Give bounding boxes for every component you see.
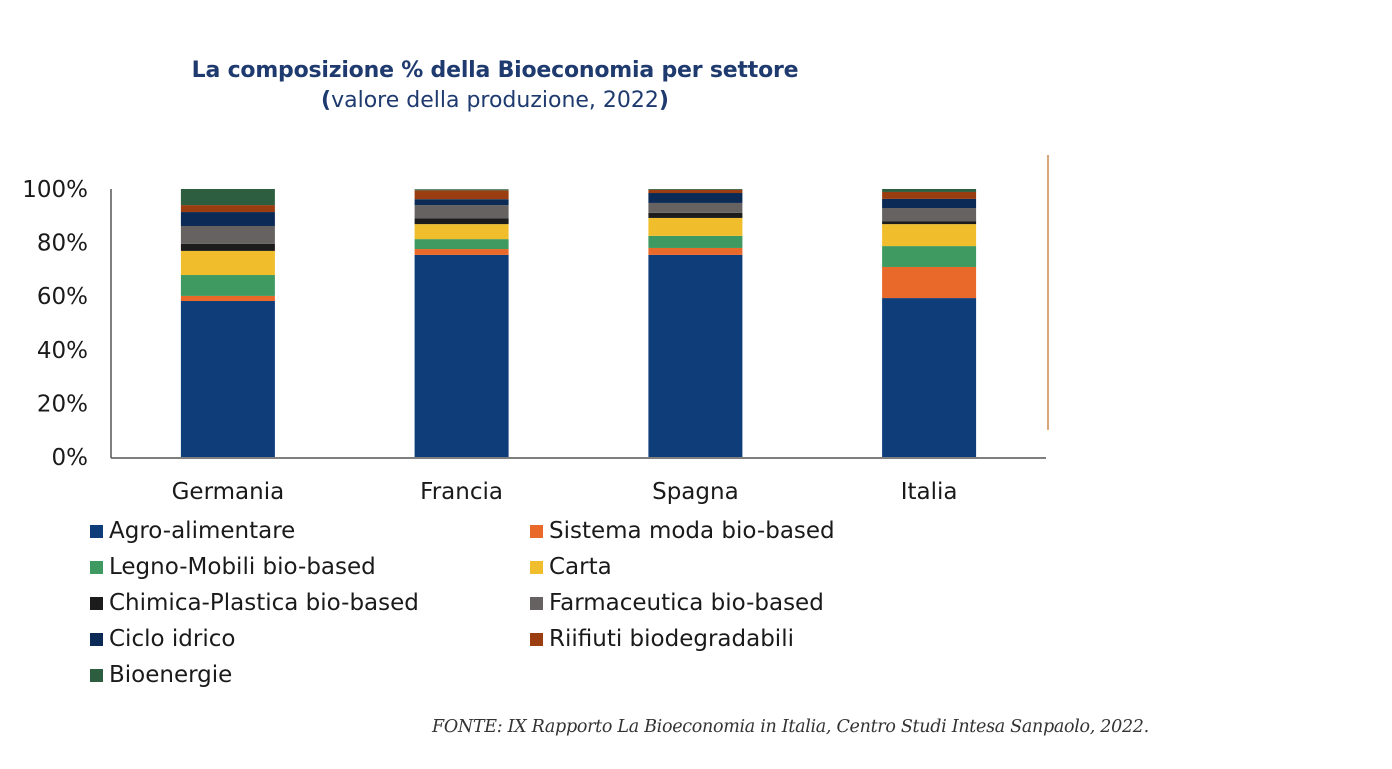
legend-swatch-icon xyxy=(530,560,543,574)
bar-segment-francia-6 xyxy=(414,199,509,206)
bar-segment-germania-3 xyxy=(180,250,275,276)
y-tick-label: 0% xyxy=(52,445,89,471)
chart-subtitle: (valore della produzione, 2022) xyxy=(0,88,990,113)
bar-segment-italia-8 xyxy=(882,189,977,192)
bar-segment-italia-1 xyxy=(882,266,977,299)
legend-label: Riifiuti biodegradabili xyxy=(549,626,794,652)
bars-group xyxy=(180,189,977,457)
y-tick-label: 100% xyxy=(22,177,88,203)
legend-label: Chimica-Plastica bio-based xyxy=(109,590,419,616)
subtitle-close-paren: ) xyxy=(658,88,669,113)
x-tick-label: Spagna xyxy=(652,479,739,505)
bar-segment-spagna-3 xyxy=(648,217,743,236)
bar-segment-francia-3 xyxy=(414,224,509,240)
bar-segment-italia-5 xyxy=(882,208,977,222)
decorative-vertical-line xyxy=(1047,155,1049,430)
bar-segment-spagna-5 xyxy=(648,202,743,213)
legend-item: Ciclo idrico xyxy=(90,626,235,652)
legend-item: Riifiuti biodegradabili xyxy=(530,626,794,652)
bar-segment-italia-3 xyxy=(882,224,977,247)
bar-segment-spagna-8 xyxy=(648,189,743,190)
legend-swatch-icon xyxy=(90,668,103,682)
legend-item: Sistema moda bio-based xyxy=(530,518,835,544)
bar-segment-germania-7 xyxy=(180,205,275,213)
legend-label: Agro-alimentare xyxy=(109,518,296,544)
bar-segment-germania-2 xyxy=(180,275,275,296)
subtitle-text: valore della produzione, 2022 xyxy=(331,88,659,113)
x-tick-label: Italia xyxy=(901,479,958,505)
bar-segment-spagna-0 xyxy=(648,254,743,457)
chart-title: La composizione % della Bioeconomia per … xyxy=(191,58,799,83)
bar-segment-italia-7 xyxy=(882,191,977,199)
subtitle-open-paren: ( xyxy=(321,88,332,113)
bar-segment-spagna-6 xyxy=(648,193,743,203)
legend-item: Farmaceutica bio-based xyxy=(530,590,824,616)
legend-label: Sistema moda bio-based xyxy=(549,518,835,544)
legend-label: Farmaceutica bio-based xyxy=(549,590,824,616)
legend-swatch-icon xyxy=(90,632,103,646)
bar-segment-italia-4 xyxy=(882,221,977,225)
legend-label: Legno-Mobili bio-based xyxy=(109,554,376,580)
y-tick-label: 40% xyxy=(37,338,88,364)
legend-swatch-icon xyxy=(90,524,103,538)
bar-segment-francia-8 xyxy=(414,189,509,191)
bar-segment-germania-6 xyxy=(180,212,275,226)
x-tick-label: Germania xyxy=(172,479,285,505)
legend-item: Carta xyxy=(530,554,612,580)
bar-segment-germania-1 xyxy=(180,295,275,302)
bar-segment-italia-6 xyxy=(882,198,977,209)
bar-segment-germania-4 xyxy=(180,243,275,251)
bar-segment-italia-2 xyxy=(882,246,977,267)
legend-swatch-icon xyxy=(90,596,103,610)
legend-item: Bioenergie xyxy=(90,662,232,688)
legend-item: Agro-alimentare xyxy=(90,518,295,544)
bar-segment-spagna-1 xyxy=(648,247,743,255)
bar-segment-francia-7 xyxy=(414,190,509,200)
y-tick-label: 20% xyxy=(37,391,88,417)
bar-segment-spagna-4 xyxy=(648,212,743,218)
bar-segment-italia-0 xyxy=(882,298,977,457)
y-tick-label: 60% xyxy=(37,284,88,310)
legend-label: Ciclo idrico xyxy=(109,626,236,652)
bar-segment-francia-4 xyxy=(414,218,509,225)
legend-item: Legno-Mobili bio-based xyxy=(90,554,376,580)
legend-swatch-icon xyxy=(90,560,103,574)
bar-segment-germania-8 xyxy=(180,189,275,206)
y-tick-label: 80% xyxy=(37,231,88,257)
legend-label: Bioenergie xyxy=(109,662,233,688)
y-axis-ticks: 0% 20% 40% 60% 80% 100% xyxy=(22,177,88,471)
legend-swatch-icon xyxy=(530,632,543,646)
bar-segment-francia-5 xyxy=(414,205,509,219)
x-tick-label: Francia xyxy=(420,479,503,505)
x-axis-ticks: Germania Francia Spagna Italia xyxy=(172,479,958,505)
legend-swatch-icon xyxy=(530,596,543,610)
bar-segment-francia-2 xyxy=(414,239,509,250)
source-note: FONTE: IX Rapporto La Bioeconomia in Ita… xyxy=(432,717,1149,737)
bar-segment-germania-0 xyxy=(180,301,275,457)
legend-label: Carta xyxy=(549,554,612,580)
legend-item: Chimica-Plastica bio-based xyxy=(90,590,419,616)
bar-segment-spagna-2 xyxy=(648,235,743,248)
bar-segment-germania-5 xyxy=(180,225,275,244)
legend-swatch-icon xyxy=(530,524,543,538)
bar-segment-spagna-7 xyxy=(648,189,743,194)
bar-segment-francia-1 xyxy=(414,249,509,255)
bar-segment-francia-0 xyxy=(414,254,509,457)
